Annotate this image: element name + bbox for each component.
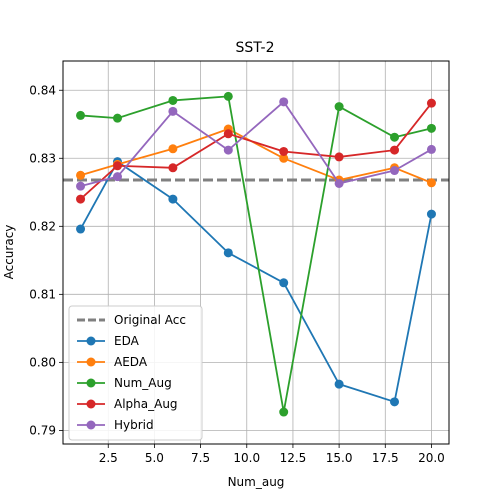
- plot-frame: [62, 60, 450, 445]
- data-point: [112, 172, 122, 182]
- data-point: [334, 178, 344, 188]
- data-point: [76, 170, 86, 180]
- legend-entry: Original Acc: [77, 313, 186, 327]
- legend-label: Alpha_Aug: [114, 397, 178, 411]
- legend-entry: EDA: [77, 334, 140, 348]
- data-point: [223, 248, 233, 258]
- y-tick-label: 0.82: [29, 219, 56, 233]
- data-point: [390, 166, 400, 176]
- data-point: [223, 129, 233, 139]
- x-tick-label: 10.0: [233, 451, 260, 465]
- data-point: [168, 95, 178, 105]
- legend-entry: Num_Aug: [77, 376, 172, 390]
- data-point: [390, 145, 400, 155]
- y-tick-label: 0.79: [29, 423, 56, 437]
- series-line: [79, 160, 433, 403]
- x-tick-label: 5.0: [145, 451, 164, 465]
- data-point: [168, 163, 178, 173]
- x-tick-label: 20.0: [418, 451, 445, 465]
- series-hybrid: [76, 97, 436, 191]
- x-tick-label: 17.5: [372, 451, 399, 465]
- data-point: [168, 144, 178, 154]
- series-eda: [76, 157, 436, 407]
- data-point: [76, 110, 86, 120]
- y-tick-label: 0.81: [29, 287, 56, 301]
- legend-swatch-marker: [86, 420, 96, 430]
- series-group: [76, 91, 436, 417]
- y-tick-label: 0.83: [29, 151, 56, 165]
- legend-entry: Alpha_Aug: [77, 397, 178, 411]
- legend-swatch-marker: [86, 357, 96, 367]
- legend-label: EDA: [114, 334, 140, 348]
- legend-label: Num_Aug: [114, 376, 172, 390]
- y-axis-label: Accuracy: [2, 225, 16, 280]
- data-point: [279, 97, 289, 107]
- data-point: [279, 146, 289, 156]
- data-point: [426, 209, 436, 219]
- data-point: [334, 102, 344, 112]
- legend-label: Hybrid: [114, 418, 154, 432]
- data-point: [112, 113, 122, 123]
- data-point: [223, 145, 233, 155]
- legend: Original Acc EDA AEDA Num_Aug Alpha_Aug Hybri…: [68, 305, 203, 441]
- data-point: [334, 152, 344, 162]
- data-point: [223, 91, 233, 101]
- chart-title: SST-2: [236, 40, 275, 56]
- legend-box: [68, 305, 203, 441]
- x-axis-label: Num_aug: [228, 475, 285, 489]
- y-tick-label: 0.84: [29, 83, 56, 97]
- data-point: [168, 106, 178, 116]
- x-tick-label: 7.5: [191, 451, 210, 465]
- x-tick-label: 12.5: [280, 451, 307, 465]
- data-point: [426, 123, 436, 133]
- series-num-aug: [76, 91, 436, 417]
- x-tick-label: 15.0: [326, 451, 353, 465]
- legend-label: AEDA: [114, 355, 148, 369]
- legend-entry: AEDA: [77, 355, 148, 369]
- data-point: [390, 132, 400, 142]
- series-line: [80, 95, 432, 413]
- data-point: [390, 397, 400, 407]
- data-point: [76, 224, 86, 234]
- legend-entry: Hybrid: [77, 418, 154, 432]
- data-point: [279, 407, 289, 417]
- x-tick-label: 2.5: [99, 451, 118, 465]
- data-point: [426, 144, 436, 154]
- legend-swatch-marker: [86, 399, 96, 409]
- data-point: [279, 278, 289, 288]
- data-point: [112, 161, 122, 171]
- data-point: [426, 178, 436, 188]
- legend-swatch-marker: [86, 336, 96, 346]
- data-point: [426, 98, 436, 108]
- data-point: [279, 153, 289, 163]
- series-line: [80, 128, 432, 184]
- series-line: [80, 100, 432, 188]
- data-point: [76, 194, 86, 204]
- x-axis: 2.5 5.0 7.5 10.0 12.5 15.0 17.5 20.0: [99, 444, 445, 465]
- data-point: [76, 181, 86, 191]
- legend-swatch-marker: [86, 378, 96, 388]
- data-point: [168, 194, 178, 204]
- legend-label: Original Acc: [114, 313, 186, 327]
- y-axis: 0.79 0.80 0.81 0.82 0.83 0.84: [29, 83, 63, 437]
- data-point: [334, 379, 344, 389]
- y-tick-label: 0.80: [29, 355, 56, 369]
